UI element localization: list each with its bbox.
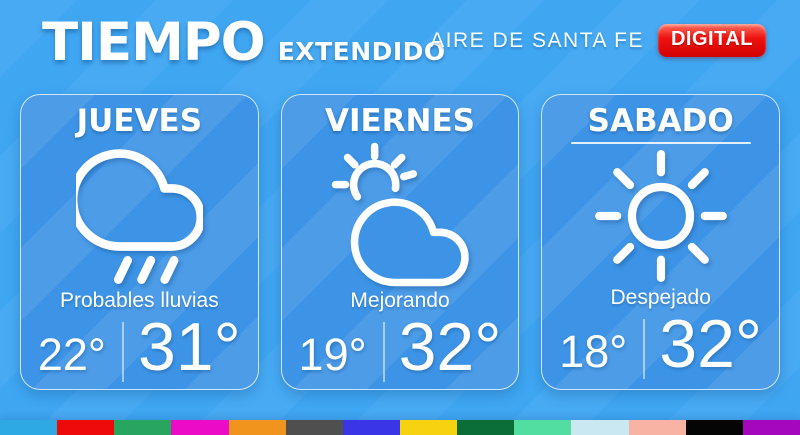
temp-min: 19° <box>298 329 367 381</box>
color-strip-segment <box>742 420 800 435</box>
temp-divider <box>382 321 385 382</box>
header: TIEMPO EXTENDIDO AIRE DE SANTA FE DIGITA… <box>0 0 800 94</box>
color-strip-segment <box>685 420 743 435</box>
color-strip-segment <box>457 420 515 435</box>
condition-label: Despejado <box>610 286 711 310</box>
color-strip-segment <box>228 420 286 435</box>
page-title: TIEMPO <box>42 12 266 73</box>
rain-cloud-icon <box>21 142 258 290</box>
color-strip-segment <box>514 420 572 435</box>
condition-label: Probables lluvias <box>59 289 219 313</box>
color-strip-segment <box>0 420 58 435</box>
color-strip-segment <box>285 420 343 435</box>
digital-badge: DIGITAL <box>657 24 766 57</box>
forecast-card-viernes: VIERNES Mejorando 19° 32 <box>280 94 520 390</box>
color-strip <box>0 420 800 435</box>
brand-name: AIRE DE SANTA FE <box>430 28 644 52</box>
condition-label: Mejorando <box>350 289 450 313</box>
page-subtitle: EXTENDIDO <box>277 37 446 66</box>
sun-icon <box>542 144 779 287</box>
sun-behind-cloud-icon <box>282 142 519 290</box>
title-group: TIEMPO EXTENDIDO <box>42 16 446 69</box>
temps-row: 22° 31° <box>37 309 241 386</box>
temp-divider <box>643 319 646 379</box>
day-label: JUEVES <box>76 103 203 139</box>
temp-max: 31° <box>137 309 241 386</box>
color-strip-segment <box>399 420 458 435</box>
forecast-cards-row: JUEVES Probables lluvias 22° 31° VIERNES <box>20 94 781 390</box>
temp-divider <box>121 321 124 382</box>
temps-row: 19° 32° <box>298 309 502 386</box>
temp-min: 18° <box>559 326 628 378</box>
color-strip-segment <box>342 420 400 435</box>
day-underline <box>570 142 751 145</box>
forecast-card-jueves: JUEVES Probables lluvias 22° 31° <box>20 94 259 390</box>
temp-min: 22° <box>37 329 106 381</box>
color-strip-segment <box>571 420 629 435</box>
temps-row: 18° 32° <box>559 306 763 383</box>
forecast-card-sabado: SABADO Despejado 18° 32° <box>541 94 781 390</box>
brand-group: AIRE DE SANTA FE DIGITAL <box>430 24 766 57</box>
color-strip-segment <box>114 420 172 435</box>
temp-max: 32° <box>398 309 502 386</box>
temp-max: 32° <box>659 306 763 383</box>
day-label: SABADO <box>587 103 734 139</box>
day-label: VIERNES <box>324 103 476 139</box>
color-strip-segment <box>171 420 229 435</box>
color-strip-segment <box>628 420 686 435</box>
color-strip-segment <box>57 420 115 435</box>
